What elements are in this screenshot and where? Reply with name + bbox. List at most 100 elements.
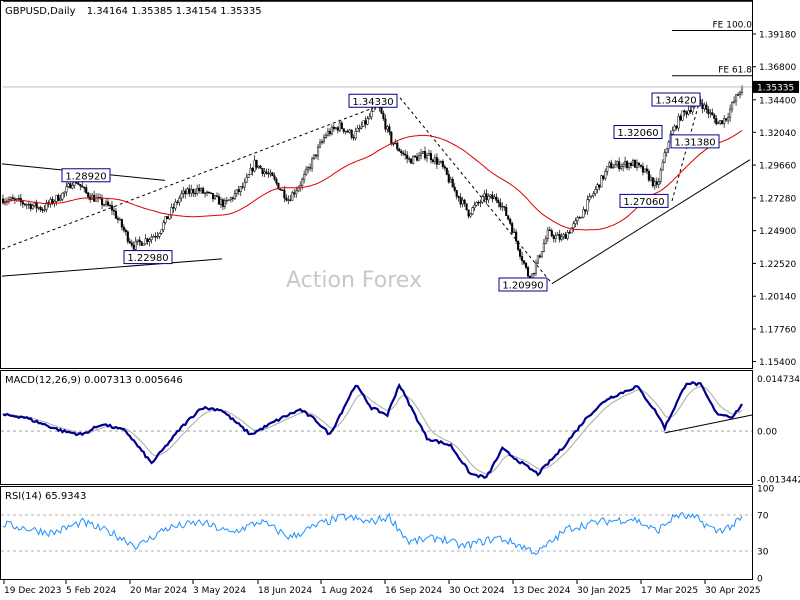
candle [352, 134, 355, 141]
candle-body-up [324, 134, 327, 139]
candle [499, 198, 502, 211]
candle [683, 109, 686, 117]
candle [324, 132, 327, 139]
price-tick-label: 1.20140 [759, 293, 796, 303]
candle [513, 228, 516, 234]
candle-body-down [273, 175, 276, 180]
candle [384, 114, 387, 133]
candle [166, 216, 169, 220]
candle-body-down [346, 130, 349, 133]
candle [110, 200, 114, 215]
fib-label: FE 61.8 [718, 66, 752, 76]
candle [370, 107, 373, 120]
candle-body-up [501, 206, 504, 208]
candle-body-up [489, 194, 492, 197]
candle-body-up [394, 142, 397, 145]
candle-body-up [412, 155, 415, 164]
candle [285, 194, 288, 202]
candle [213, 194, 217, 200]
candle [598, 184, 601, 191]
candle-body-up [677, 115, 680, 129]
candle-body-up [418, 155, 421, 161]
candle-body-up [190, 189, 193, 194]
candle [320, 139, 324, 145]
candle [122, 224, 125, 233]
candle [356, 124, 359, 132]
candle-body-up [421, 151, 425, 154]
candle [491, 191, 494, 203]
macd-axis: 0.014734 0.00 -0.013442 [757, 375, 800, 486]
candle [81, 181, 84, 188]
candle [245, 173, 248, 184]
candle-body-up [534, 262, 538, 274]
candle [425, 152, 429, 163]
date-axis: 19 Dec 2023 5 Feb 2024 20 Mar 2024 3 May 20… [3, 580, 761, 596]
candle [172, 203, 175, 213]
candle-body-up [740, 86, 744, 93]
candle [120, 218, 123, 231]
candle-body-down [715, 118, 718, 125]
candle-body-up [709, 112, 712, 114]
candle-body-up [368, 116, 371, 119]
candle [59, 194, 62, 202]
candle-body-up [665, 148, 668, 153]
candle [566, 229, 569, 241]
candle-body-up [356, 127, 359, 132]
candle-body-down [128, 241, 131, 243]
candle-body-up [91, 194, 94, 200]
candle [192, 188, 195, 197]
trendline-dashed [1, 97, 401, 250]
candle-body-up [663, 152, 666, 163]
candle-body-up [691, 106, 694, 113]
candle-body-up [622, 163, 625, 167]
candle-body-up [624, 161, 627, 165]
candle [586, 195, 589, 215]
candle-body-down [87, 192, 90, 198]
candle-body-up [156, 236, 159, 238]
candle [35, 199, 38, 213]
candle-body-up [182, 190, 185, 194]
candle [241, 182, 244, 190]
candle-body-down [505, 206, 508, 216]
candle-body-down [499, 202, 502, 208]
candle [412, 155, 415, 165]
current-price-tag: 1.35335 [3, 80, 799, 93]
candle-body-up [735, 94, 738, 102]
candle-body-up [570, 227, 573, 234]
candle [200, 187, 203, 195]
price-level-labels: 1.28920 1.22980 1.34330 1.20990 1.34420 1.320… [61, 92, 720, 292]
candle-body-up [362, 120, 365, 127]
candle-body-up [318, 142, 322, 148]
level-label-box [348, 93, 398, 108]
candle-body-up [473, 205, 476, 208]
candle-body-up [49, 198, 52, 205]
candle [408, 156, 411, 163]
candle [727, 112, 730, 125]
level-label: 1.28920 [61, 168, 111, 183]
candle [221, 198, 224, 210]
candle-body-up [358, 127, 361, 130]
candle-body-up [612, 166, 615, 169]
candle-body-down [140, 241, 143, 246]
candle [584, 209, 587, 215]
candle-body-down [110, 205, 114, 211]
candle [645, 164, 648, 175]
candle-body-up [305, 169, 308, 175]
candle-body-down [23, 203, 26, 206]
candle-body-down [237, 189, 240, 192]
candle [731, 101, 734, 113]
candle-body-down [435, 157, 438, 165]
candle-body-down [641, 166, 644, 173]
candle [116, 215, 119, 224]
candle-body-up [235, 189, 238, 195]
candle [295, 186, 298, 198]
candle [657, 178, 660, 189]
candle-body-down [626, 161, 629, 168]
candle [481, 194, 484, 204]
candle-body-up [588, 196, 591, 200]
candle [465, 203, 468, 211]
candle-body-up [59, 198, 62, 201]
candle-body-up [307, 167, 310, 170]
candle [736, 92, 740, 96]
candle [633, 159, 637, 168]
